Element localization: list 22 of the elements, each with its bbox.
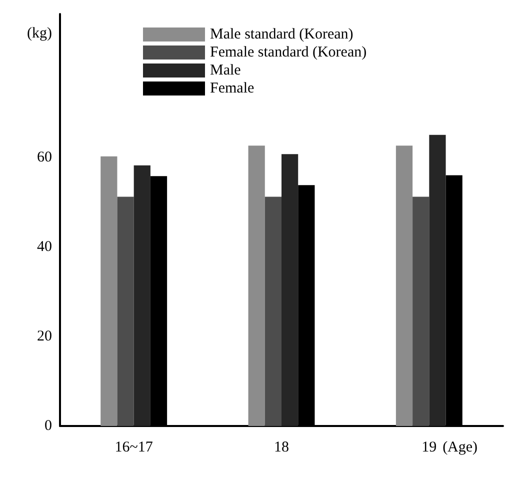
legend-label: Male standard (Korean): [210, 26, 354, 42]
bar: [282, 154, 298, 426]
bar: [248, 146, 265, 426]
y-tick-label: 40: [37, 238, 52, 255]
y-axis-title: (kg): [27, 26, 52, 42]
bar: [396, 146, 413, 426]
y-tick-label: 0: [44, 418, 52, 434]
x-tick-label: 18: [274, 440, 289, 456]
x-tick-label: 16~17: [114, 440, 154, 456]
bar: [100, 156, 118, 426]
legend-label: Female standard (Korean): [210, 44, 367, 60]
bar: [117, 196, 134, 426]
bar: [429, 134, 446, 426]
bar: [412, 196, 430, 426]
bar: [134, 165, 150, 426]
bar: [264, 196, 282, 426]
x-axis-title: (Age): [442, 440, 478, 456]
x-tick-label: 19: [422, 440, 437, 456]
y-tick-label: 60: [37, 149, 52, 166]
y-tick-label: 20: [37, 328, 52, 344]
legend-label: Female: [210, 80, 254, 96]
legend-label: Male: [210, 62, 242, 78]
